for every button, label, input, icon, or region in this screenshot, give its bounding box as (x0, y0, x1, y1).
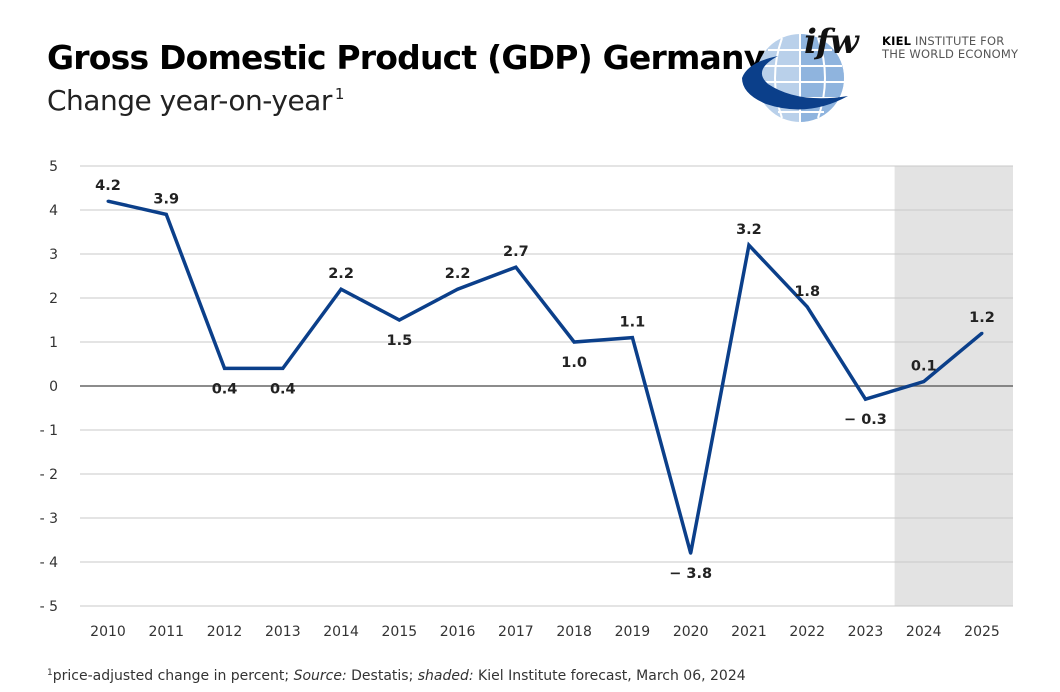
subtitle-footnote-mark: 1 (334, 85, 345, 103)
y-tick-label: - 4 (40, 555, 59, 571)
data-label: 0.4 (270, 381, 296, 397)
data-label: 1.8 (794, 284, 820, 300)
data-point (689, 551, 693, 555)
data-label: 1.1 (620, 315, 646, 331)
y-tick-label: - 3 (40, 511, 58, 527)
y-tick-label: 2 (49, 291, 58, 307)
x-tick-label: 2025 (964, 624, 1000, 640)
y-tick-label: - 1 (40, 423, 58, 439)
x-tick-label: 2021 (731, 624, 767, 640)
data-label: 2.2 (328, 266, 354, 282)
logo-text: KIEL INSTITUTE FOR THE WORLD ECONOMY (882, 35, 1018, 61)
logo-line1: INSTITUTE FOR (911, 34, 1005, 48)
footnote-text-1: price-adjusted change in percent; (52, 668, 294, 684)
x-tick-label: 2016 (440, 624, 476, 640)
y-tick-label: 4 (49, 203, 58, 219)
data-label: 1.0 (561, 355, 587, 371)
data-label: − 3.8 (669, 566, 712, 582)
data-label: 2.2 (445, 266, 471, 282)
data-point (339, 287, 343, 291)
data-label: 2.7 (503, 244, 529, 260)
x-tick-label: 2020 (673, 624, 709, 640)
x-tick-label: 2011 (148, 624, 184, 640)
data-label: 3.2 (736, 222, 762, 238)
data-label: 1.5 (386, 333, 412, 349)
footnote-text-3: Kiel Institute forecast, March 06, 2024 (473, 668, 746, 684)
series-line (107, 199, 984, 554)
y-tick-label: - 5 (40, 599, 58, 615)
y-tick-label: 0 (49, 379, 58, 395)
data-point (397, 318, 401, 322)
data-label: 3.9 (153, 191, 179, 207)
data-point (572, 340, 576, 344)
data-point (456, 287, 460, 291)
data-point (805, 305, 809, 309)
data-point (164, 212, 168, 216)
data-point (747, 243, 751, 247)
data-label: 4.2 (95, 178, 121, 194)
data-point (106, 199, 110, 203)
globe-icon (742, 34, 848, 122)
x-tick-label: 2018 (556, 624, 592, 640)
data-label: 0.4 (212, 381, 238, 397)
logo-line2: THE WORLD ECONOMY (882, 47, 1019, 61)
x-tick-label: 2024 (906, 624, 942, 640)
data-point (863, 397, 867, 401)
x-tick-label: 2013 (265, 624, 301, 640)
y-tick-label: 5 (49, 159, 58, 175)
x-tick-label: 2012 (207, 624, 243, 640)
x-tick-label: 2019 (615, 624, 651, 640)
chart-subtitle: Change year-on-year 1 (47, 84, 344, 117)
logo-mark: ifw (804, 22, 859, 62)
x-tick-label: 2023 (848, 624, 884, 640)
footnote: 1price-adjusted change in percent; Sourc… (47, 668, 746, 684)
data-label: 0.1 (911, 359, 937, 375)
data-point (514, 265, 518, 269)
footnote-source-label: Source: (293, 668, 347, 684)
data-point (922, 380, 926, 384)
footnote-shaded-label: shaded: (417, 668, 474, 684)
y-tick-label: 3 (49, 247, 58, 263)
data-point (281, 366, 285, 370)
data-label: − 0.3 (844, 412, 887, 428)
data-label: 1.2 (969, 310, 995, 326)
x-tick-label: 2015 (382, 624, 418, 640)
data-point (980, 331, 984, 335)
subtitle-text: Change year-on-year (47, 84, 332, 117)
y-tick-label: 1 (49, 335, 58, 351)
footnote-text-2: Destatis; (346, 668, 418, 684)
x-tick-label: 2014 (323, 624, 359, 640)
data-point (630, 336, 634, 340)
x-tick-label: 2010 (90, 624, 126, 640)
x-tick-label: 2017 (498, 624, 534, 640)
y-tick-label: - 2 (40, 467, 58, 483)
chart-title: Gross Domestic Product (GDP) Germany (47, 38, 765, 77)
ifw-logo: ifw KIEL INSTITUTE FOR THE WORLD ECONOMY (738, 22, 1028, 124)
footnote-mark: 1 (47, 668, 53, 678)
data-point (223, 366, 227, 370)
x-tick-label: 2022 (789, 624, 825, 640)
logo-kiel: KIEL (882, 34, 912, 48)
